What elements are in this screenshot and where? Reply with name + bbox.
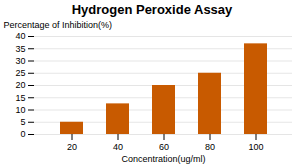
svg-text:5: 5 bbox=[20, 117, 25, 127]
svg-text:25: 25 bbox=[15, 68, 25, 78]
svg-text:10: 10 bbox=[15, 105, 25, 115]
svg-text:100: 100 bbox=[248, 142, 263, 152]
svg-text:20: 20 bbox=[67, 142, 77, 152]
svg-text:0: 0 bbox=[20, 129, 25, 139]
svg-text:80: 80 bbox=[205, 142, 215, 152]
svg-text:20: 20 bbox=[15, 80, 25, 90]
svg-text:35: 35 bbox=[15, 44, 25, 54]
svg-text:40: 40 bbox=[113, 142, 123, 152]
svg-text:30: 30 bbox=[15, 56, 25, 66]
svg-text:15: 15 bbox=[15, 93, 25, 103]
svg-text:60: 60 bbox=[159, 142, 169, 152]
svg-text:Concentration(ug/ml): Concentration(ug/ml) bbox=[121, 154, 205, 164]
svg-text:40: 40 bbox=[15, 31, 25, 41]
svg-text:Percentage of Inhibition(%): Percentage of Inhibition(%) bbox=[4, 20, 113, 30]
html-text:Hydrogen Peroxide Assay: Hydrogen Peroxide Assay bbox=[71, 2, 233, 17]
